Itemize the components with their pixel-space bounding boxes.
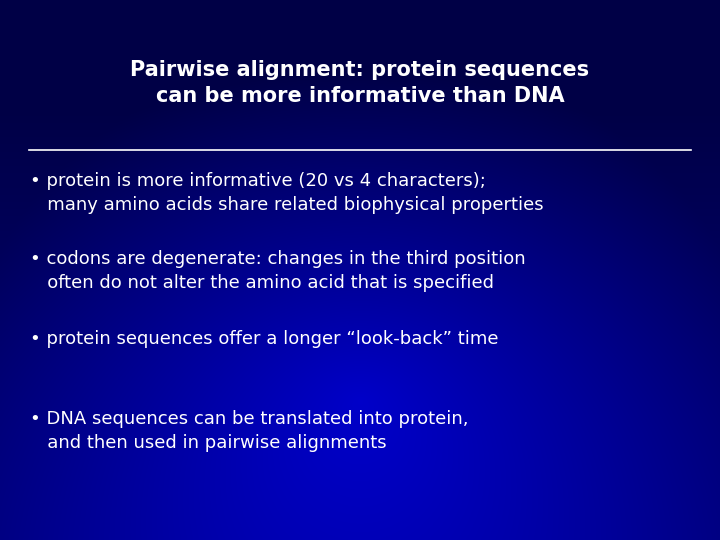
Text: • protein is more informative (20 vs 4 characters);
   many amino acids share re: • protein is more informative (20 vs 4 c… xyxy=(30,172,544,214)
Text: • protein sequences offer a longer “look-back” time: • protein sequences offer a longer “look… xyxy=(30,330,498,348)
Text: • codons are degenerate: changes in the third position
   often do not alter the: • codons are degenerate: changes in the … xyxy=(30,250,526,292)
Text: Pairwise alignment: protein sequences
can be more informative than DNA: Pairwise alignment: protein sequences ca… xyxy=(130,60,590,106)
Text: • DNA sequences can be translated into protein,
   and then used in pairwise ali: • DNA sequences can be translated into p… xyxy=(30,410,469,451)
